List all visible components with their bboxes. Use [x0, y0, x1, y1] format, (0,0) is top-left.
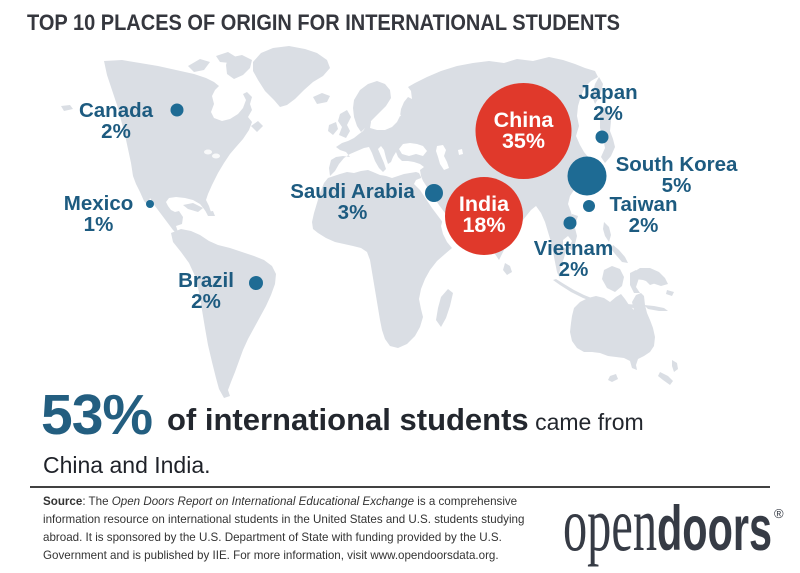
svg-text:®: ® — [774, 506, 784, 521]
svg-text:doors: doors — [657, 494, 772, 564]
svg-text:open: open — [563, 481, 657, 567]
